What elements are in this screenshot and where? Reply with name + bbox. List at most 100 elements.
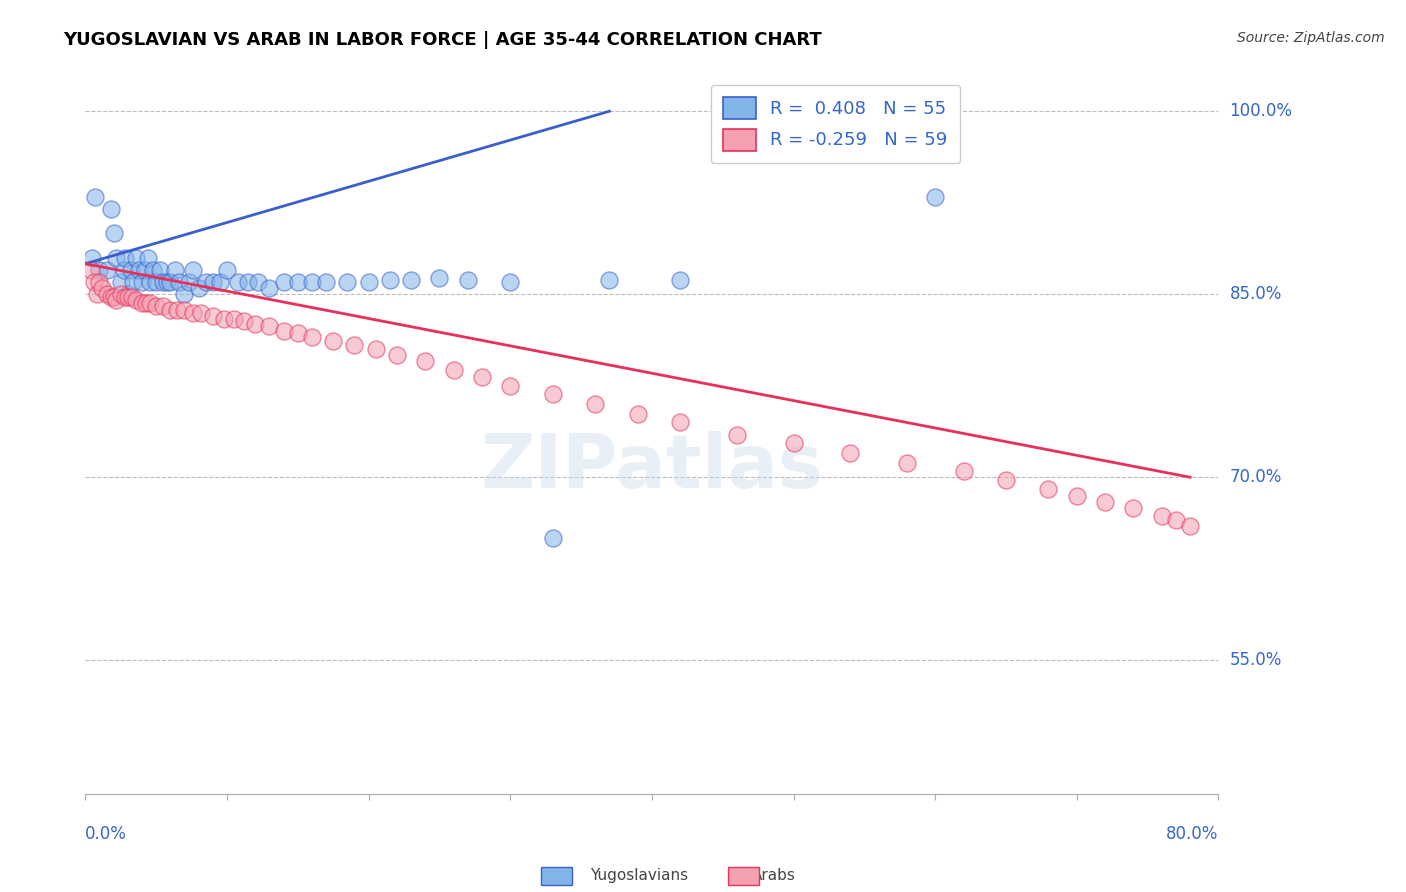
- Point: [222, 311, 245, 326]
- Point: [121, 290, 143, 304]
- Point: [443, 363, 465, 377]
- Text: 55.0%: 55.0%: [1230, 651, 1282, 669]
- Point: [782, 436, 804, 450]
- Text: Arabs: Arabs: [752, 869, 796, 883]
- Point: [173, 287, 195, 301]
- Point: [89, 263, 111, 277]
- Point: [166, 303, 188, 318]
- Point: [336, 275, 359, 289]
- Point: [103, 226, 125, 240]
- Point: [583, 397, 606, 411]
- Point: [145, 300, 167, 314]
- Point: [187, 281, 209, 295]
- Point: [287, 275, 309, 289]
- Point: [100, 290, 122, 304]
- Text: 80.0%: 80.0%: [1166, 825, 1219, 843]
- Point: [100, 202, 122, 216]
- Text: Source: ZipAtlas.com: Source: ZipAtlas.com: [1237, 31, 1385, 45]
- Point: [839, 446, 862, 460]
- Point: [457, 272, 479, 286]
- Point: [995, 473, 1018, 487]
- Point: [669, 415, 692, 429]
- Point: [105, 293, 128, 308]
- Point: [117, 290, 139, 304]
- Point: [117, 287, 139, 301]
- Point: [190, 305, 212, 319]
- Point: [163, 263, 186, 277]
- Point: [233, 314, 256, 328]
- Point: [315, 275, 337, 289]
- Point: [110, 287, 132, 301]
- Text: 0.0%: 0.0%: [86, 825, 127, 843]
- Point: [139, 295, 162, 310]
- Point: [131, 275, 153, 289]
- Point: [896, 456, 918, 470]
- Point: [1038, 483, 1060, 497]
- Point: [259, 318, 281, 333]
- Point: [238, 275, 260, 289]
- Point: [471, 370, 494, 384]
- Point: [322, 334, 344, 348]
- Point: [924, 189, 946, 203]
- Point: [273, 275, 295, 289]
- Point: [86, 287, 108, 301]
- Point: [413, 354, 436, 368]
- Point: [96, 287, 118, 301]
- Point: [156, 275, 179, 289]
- Point: [215, 263, 238, 277]
- Point: [125, 251, 148, 265]
- Point: [181, 305, 204, 319]
- Point: [114, 251, 136, 265]
- Text: 70.0%: 70.0%: [1230, 468, 1282, 486]
- Point: [152, 300, 174, 314]
- Point: [167, 275, 190, 289]
- Point: [149, 263, 172, 277]
- Point: [120, 263, 142, 277]
- Point: [1178, 519, 1201, 533]
- Point: [142, 263, 165, 277]
- Point: [259, 281, 281, 295]
- Point: [541, 531, 564, 545]
- Point: [364, 342, 387, 356]
- Point: [181, 263, 204, 277]
- Point: [287, 326, 309, 341]
- Point: [1066, 489, 1088, 503]
- Point: [245, 317, 267, 331]
- Point: [105, 251, 128, 265]
- Point: [429, 271, 451, 285]
- Text: 85.0%: 85.0%: [1230, 285, 1282, 303]
- Point: [131, 295, 153, 310]
- Point: [91, 281, 114, 295]
- Point: [110, 275, 132, 289]
- Point: [301, 330, 323, 344]
- Point: [125, 293, 148, 308]
- Legend: R =  0.408   N = 55, R = -0.259   N = 59: R = 0.408 N = 55, R = -0.259 N = 59: [710, 85, 960, 163]
- Point: [399, 272, 422, 286]
- Point: [128, 263, 150, 277]
- Point: [159, 275, 181, 289]
- Point: [385, 348, 408, 362]
- Point: [1150, 509, 1173, 524]
- Text: 100.0%: 100.0%: [1230, 103, 1292, 120]
- Point: [1122, 500, 1144, 515]
- Point: [301, 275, 323, 289]
- Point: [357, 275, 380, 289]
- Point: [212, 311, 235, 326]
- Point: [499, 378, 522, 392]
- Point: [378, 272, 401, 286]
- Point: [84, 189, 107, 203]
- Point: [208, 275, 231, 289]
- Point: [627, 407, 650, 421]
- Point: [134, 263, 156, 277]
- Point: [82, 251, 104, 265]
- Point: [136, 251, 159, 265]
- Point: [173, 303, 195, 318]
- Point: [1164, 513, 1187, 527]
- Point: [226, 275, 249, 289]
- Point: [273, 324, 295, 338]
- Point: [152, 275, 174, 289]
- Point: [139, 275, 162, 289]
- Point: [598, 272, 620, 286]
- Text: Yugoslavians: Yugoslavians: [591, 869, 689, 883]
- Point: [145, 275, 167, 289]
